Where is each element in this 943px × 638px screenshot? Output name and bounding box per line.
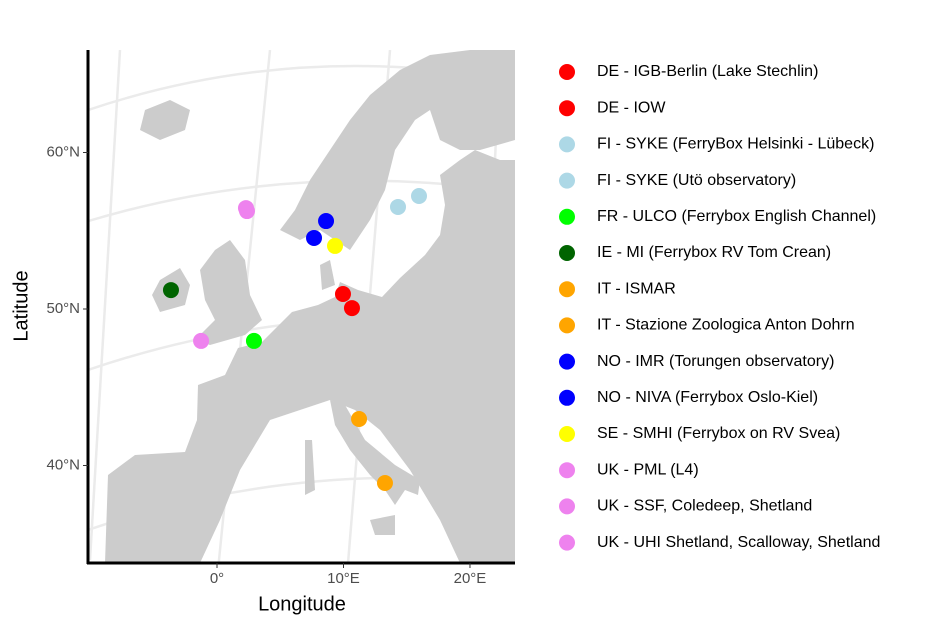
legend-key (559, 426, 575, 442)
legend-label: DE - IGB-Berlin (Lake Stechlin) (597, 63, 818, 80)
legend-label: UK - PML (L4) (597, 461, 699, 478)
legend-label: NO - NIVA (Ferrybox Oslo-Kiel) (597, 389, 818, 406)
station-point (376, 475, 393, 492)
legend-label: DE - IOW (597, 99, 666, 116)
station-point (327, 237, 344, 254)
legend-key (559, 64, 575, 80)
legend-key (559, 389, 575, 406)
x-tick-label: 20°E (454, 570, 487, 587)
legend-label: IT - ISMAR (597, 280, 676, 297)
station-point (334, 285, 351, 302)
legend-key (559, 498, 575, 515)
legend-key (559, 317, 575, 334)
x-tick-label: 10°E (327, 570, 360, 587)
map-background (88, 50, 515, 563)
legend-label: SE - SMHI (Ferrybox on RV Svea) (597, 425, 840, 442)
legend-key (559, 136, 575, 153)
legend-key (559, 281, 575, 298)
legend-label: IT - Stazione Zoologica Anton Dohrn (597, 317, 855, 334)
legend-key (559, 534, 575, 551)
station-point (318, 213, 335, 230)
station-point (351, 411, 368, 428)
legend-label: NO - IMR (Torungen observatory) (597, 353, 834, 370)
legend-key (559, 462, 575, 479)
y-axis-title: Latitude (10, 270, 32, 341)
legend-label: FI - SYKE (Utö observatory) (597, 172, 796, 189)
y-tick-label: 60°N (46, 143, 80, 160)
legend-label: IE - MI (Ferrybox RV Tom Crean) (597, 244, 831, 261)
station-point (162, 282, 179, 299)
station-point (193, 332, 210, 349)
y-tick-label: 50°N (46, 300, 80, 317)
station-point (411, 188, 428, 205)
station-point (238, 203, 255, 220)
legend-key (559, 208, 575, 225)
legend-key (559, 172, 575, 189)
legend-key (559, 100, 575, 117)
legend-label: FI - SYKE (FerryBox Helsinki - Lübeck) (597, 136, 874, 153)
legend-key (559, 353, 575, 370)
legend-label: UK - SSF, Coledeep, Shetland (597, 498, 812, 515)
station-point (343, 300, 360, 317)
legend-label: UK - UHI Shetland, Scalloway, Shetland (597, 534, 880, 551)
x-axis-title: Longitude (258, 593, 346, 615)
y-tick-label: 40°N (46, 456, 80, 473)
legend-key (559, 245, 575, 261)
x-tick-label: 0° (210, 570, 224, 587)
legend-label: FR - ULCO (Ferrybox English Channel) (597, 208, 876, 225)
station-point (245, 332, 262, 349)
station-point (306, 229, 323, 246)
station-point (390, 198, 407, 215)
